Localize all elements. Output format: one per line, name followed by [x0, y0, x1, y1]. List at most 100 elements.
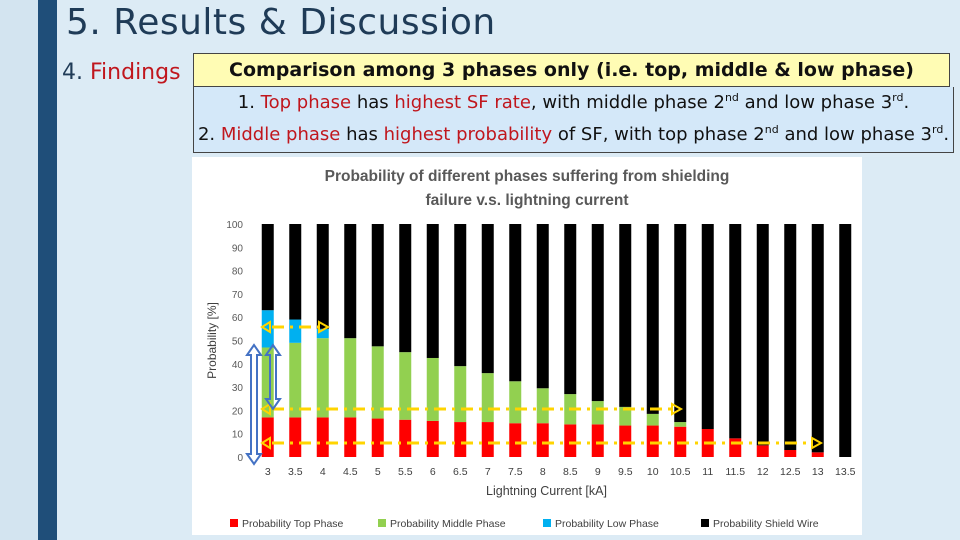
bar-segment-top: [729, 438, 742, 457]
x-tick-label: 3.5: [288, 466, 303, 478]
bar-segment-low: [316, 328, 329, 339]
legend-label: Probability Middle Phase: [390, 518, 506, 530]
x-tick-label: 8.5: [563, 466, 578, 478]
y-tick-label: 100: [226, 220, 243, 231]
y-tick-label: 20: [232, 406, 244, 417]
y-tick-label: 50: [232, 337, 244, 348]
x-tick-label: 11.5: [725, 466, 745, 478]
x-tick-label: 4.5: [343, 466, 358, 478]
arrow-top-tail: [260, 436, 271, 450]
finding-1: 1. Top phase has highest SF rate, with m…: [194, 91, 953, 113]
bar-segment-middle: [399, 352, 412, 420]
finding-2-highlight: highest probability: [383, 124, 553, 145]
finding-1-num: 1.: [237, 92, 261, 113]
finding-1-rest: , with middle phase 2: [530, 92, 725, 113]
bar-segment-top: [371, 418, 384, 457]
finding-2-verb: has: [340, 124, 384, 145]
bar-segment-top: [316, 417, 329, 457]
finding-1-rest2: and low phase 3: [738, 92, 893, 113]
section-heading: 4. Findings: [62, 60, 181, 85]
finding-1-verb: has: [351, 92, 395, 113]
x-tick-label: 7: [485, 466, 491, 478]
y-tick-label: 10: [232, 430, 244, 441]
bar-segment-top: [756, 445, 769, 457]
x-tick-label: 7.5: [508, 466, 523, 478]
y-tick-label: 30: [232, 383, 244, 394]
bar-segment-shield: [784, 224, 797, 451]
chart-title-line: failure v.s. lightning current: [426, 192, 629, 209]
bar-segment-low: [261, 310, 274, 348]
y-tick-label: 90: [232, 243, 244, 254]
vertical-arrow-left: [245, 343, 263, 466]
bar-segment-top: [454, 422, 467, 457]
x-tick-label: 8: [540, 466, 546, 478]
bar-segment-middle: [344, 338, 357, 418]
arrow-middle-phase-head: [671, 402, 684, 416]
bar-segment-shield: [839, 224, 852, 457]
bar-segment-top: [509, 423, 522, 457]
bar-segment-top: [811, 452, 824, 457]
finding-2-rest: of SF, with top phase 2: [552, 124, 765, 145]
bar-segment-middle: [454, 366, 467, 423]
x-tick-label: 9: [595, 466, 601, 478]
bar-segment-shield: [591, 224, 604, 402]
bar-segment-middle: [509, 381, 522, 424]
x-tick-label: 5: [375, 466, 381, 478]
finding-2-sup-nd: nd: [764, 123, 779, 136]
x-tick-label: 13: [812, 466, 824, 478]
bar-segment-middle: [591, 401, 604, 425]
bar-segment-middle: [646, 413, 659, 426]
legend-swatch: [230, 519, 238, 527]
legend-label: Probability Low Phase: [555, 518, 659, 530]
vertical-arrow-right: [264, 343, 282, 411]
bar-segment-top: [564, 424, 577, 457]
x-axis-label: Lightning Current [kA]: [486, 484, 607, 498]
bar-segment-top: [261, 417, 274, 457]
x-tick-label: 10.5: [670, 466, 691, 478]
x-tick-label: 3: [265, 466, 271, 478]
x-tick-label: 4: [320, 466, 326, 478]
x-tick-label: 6.5: [453, 466, 468, 478]
bar-segment-top: [426, 420, 439, 457]
bar-segment-shield: [371, 224, 384, 347]
finding-2-sup-rd: rd: [932, 123, 944, 136]
bar-segment-top: [289, 417, 302, 457]
finding-2-rest2: and low phase 3: [778, 124, 932, 145]
x-tick-label: 11: [702, 466, 713, 478]
bar-segment-top: [646, 425, 659, 457]
finding-2-subject: Middle phase: [220, 124, 341, 145]
bar-segment-middle: [481, 373, 494, 423]
y-axis-label: Probability [%]: [205, 302, 219, 379]
y-tick-label: 70: [232, 290, 244, 301]
legend-label: Probability Top Phase: [242, 518, 344, 530]
x-tick-label: 12.5: [780, 466, 801, 478]
chart-svg: Probability of different phases sufferin…: [205, 168, 856, 530]
left-accent-bar: [38, 0, 57, 540]
bar-segment-shield: [646, 224, 659, 414]
legend-label: Probability Shield Wire: [713, 518, 819, 530]
section-number: 4.: [62, 60, 83, 85]
bar-segment-middle: [674, 422, 687, 427]
y-tick-label: 80: [232, 267, 244, 278]
finding-1-sup-nd: nd: [724, 91, 739, 104]
bar-segment-top: [619, 425, 632, 457]
x-tick-label: 10: [647, 466, 659, 478]
bar-segment-middle: [619, 406, 632, 426]
probability-chart: Probability of different phases sufferin…: [192, 157, 862, 535]
bar-segment-shield: [426, 224, 439, 358]
bar-segment-middle: [289, 342, 302, 418]
bar-segment-middle: [536, 388, 549, 424]
finding-2-num: 2.: [197, 124, 221, 145]
bar-segment-shield: [509, 224, 522, 382]
bar-segment-shield: [454, 224, 467, 367]
legend-swatch: [701, 519, 709, 527]
y-tick-label: 60: [232, 313, 244, 324]
x-tick-label: 6: [430, 466, 436, 478]
finding-2: 2. Middle phase has highest probability …: [194, 123, 953, 145]
y-tick-label: 0: [237, 453, 243, 464]
arrow-top-phase-head: [811, 436, 824, 450]
findings-box: 1. Top phase has highest SF rate, with m…: [193, 87, 954, 153]
legend-swatch: [378, 519, 386, 527]
finding-1-sup-rd: rd: [892, 91, 904, 104]
legend-swatch: [543, 519, 551, 527]
